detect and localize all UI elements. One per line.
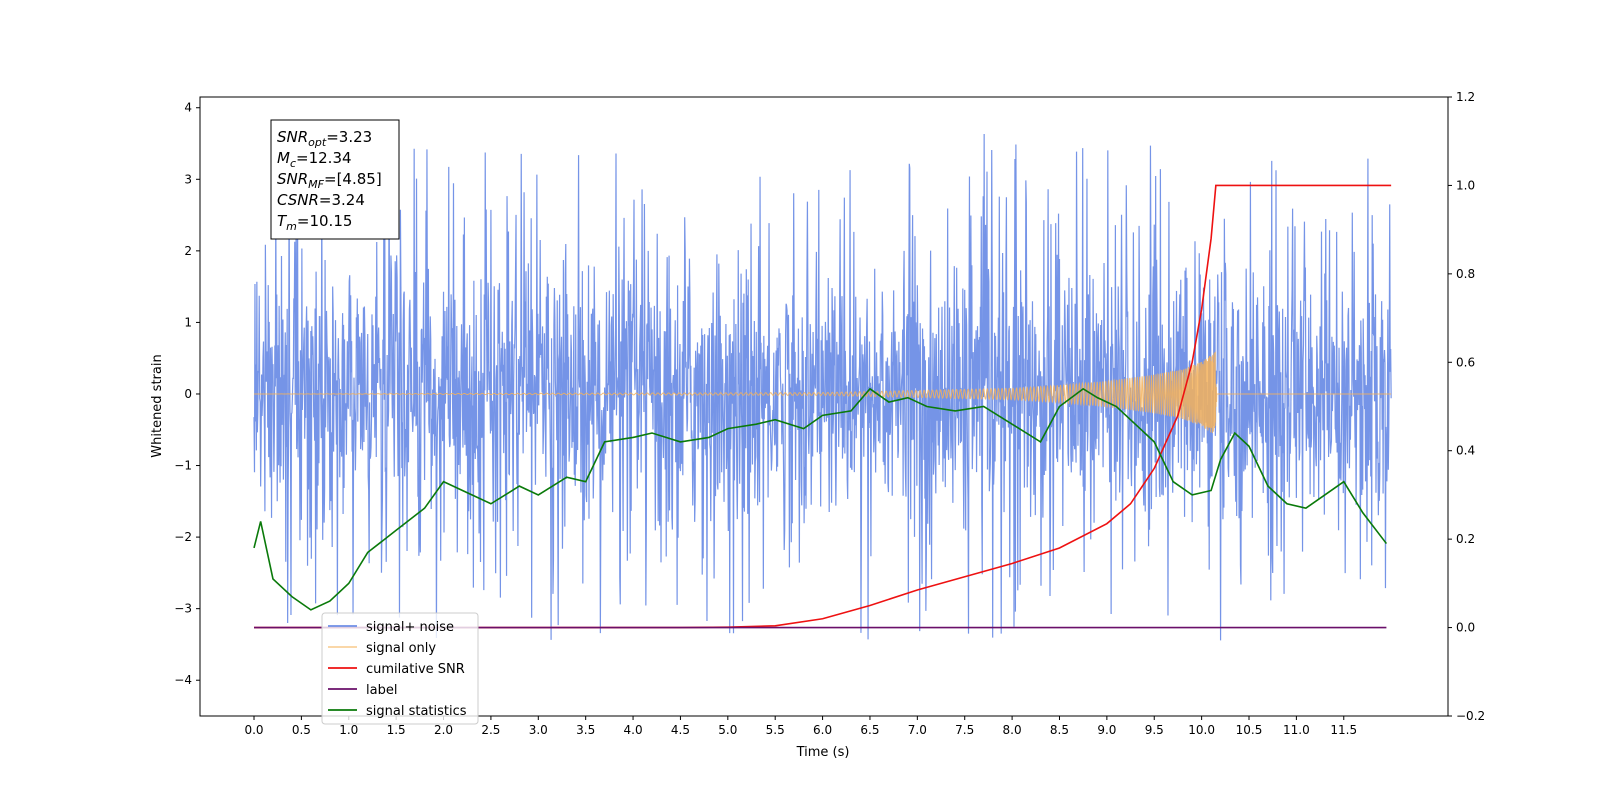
y2-tick-label: 0.8 — [1456, 267, 1475, 281]
series-signal-noise — [253, 133, 1392, 641]
y2-tick-label: −0.2 — [1456, 709, 1485, 723]
x-tick-label: 11.5 — [1330, 723, 1357, 737]
x-tick-label: 8.5 — [1050, 723, 1069, 737]
series-cumilative-snr — [254, 184, 1392, 629]
stats-annotation: SNRopt=3.23Mc=12.34SNRMF=[4.85]CSNR=3.24… — [270, 119, 400, 240]
stat-line: SNRopt=3.23 — [277, 128, 372, 149]
x-tick-label: 6.5 — [860, 723, 879, 737]
y2-tick-label: 0.2 — [1456, 532, 1475, 546]
legend-label: label — [366, 683, 397, 698]
y-tick-label: −3 — [174, 602, 192, 616]
y-tick-label: 0 — [184, 387, 192, 401]
y-tick-label: 1 — [184, 315, 192, 329]
legend: signal+ noise signal only cumilative SNR la… — [321, 612, 479, 725]
legend-box — [321, 612, 479, 725]
legend-label: signal statistics — [366, 704, 467, 719]
x-axis-ticks: 0.0 0.5 1.0 1.5 2.0 2.5 3.0 3.5 4.0 4.5 5.0 5.5 6.0 6… — [244, 716, 1357, 737]
plot-frame — [199, 96, 1449, 717]
stat-line: Mc=12.34 — [277, 149, 352, 170]
y2-tick-label: 0.4 — [1456, 444, 1475, 458]
x-tick-label: 5.0 — [718, 723, 737, 737]
x-tick-label: 10.0 — [1188, 723, 1215, 737]
x-tick-label: 5.5 — [766, 723, 785, 737]
y-tick-label: 2 — [184, 244, 192, 258]
x-tick-label: 2.5 — [481, 723, 500, 737]
y2-tick-label: 0.0 — [1456, 621, 1475, 635]
y-axis-ticks: −4 −3 −2 −1 0 1 2 3 4 — [174, 101, 200, 687]
legend-label: signal+ noise — [366, 620, 454, 635]
series-signal-statistics — [253, 387, 1388, 611]
y-tick-label: −1 — [174, 459, 192, 473]
line-signal-noise — [253, 133, 1392, 641]
x-tick-label: 0.5 — [292, 723, 311, 737]
y2-tick-label: 1.0 — [1456, 178, 1475, 192]
x-tick-label: 2.0 — [434, 723, 453, 737]
x-tick-label: 4.5 — [671, 723, 690, 737]
x-tick-label: 7.0 — [908, 723, 927, 737]
x-tick-label: 8.0 — [1003, 723, 1022, 737]
stat-line: SNRMF=[4.85] — [277, 170, 382, 191]
y-axis-label: Whitened strain — [150, 354, 165, 457]
x-tick-label: 6.0 — [813, 723, 832, 737]
x-tick-label: 0.0 — [244, 723, 263, 737]
x-tick-label: 7.5 — [955, 723, 974, 737]
x-tick-label: 9.0 — [1097, 723, 1116, 737]
y2-tick-label: 1.2 — [1456, 90, 1475, 104]
legend-label: cumilative SNR — [366, 662, 465, 677]
x-tick-label: 10.5 — [1236, 723, 1263, 737]
x-tick-label: 11.0 — [1283, 723, 1310, 737]
x-axis-label: Time (s) — [796, 745, 850, 760]
legend-label: signal only — [366, 641, 436, 656]
stat-line: CSNR=3.24 — [277, 191, 365, 209]
x-tick-label: 3.5 — [576, 723, 595, 737]
y2-tick-label: 0.6 — [1456, 355, 1475, 369]
line-signal-only — [254, 351, 1392, 433]
line-signal-statistics — [253, 387, 1388, 611]
y-tick-label: −4 — [174, 673, 192, 687]
y-tick-label: 4 — [184, 101, 192, 115]
x-tick-label: 9.5 — [1145, 723, 1164, 737]
stats-annotation-box — [270, 119, 400, 240]
line-cumilative-snr — [254, 184, 1392, 629]
x-tick-label: 1.5 — [387, 723, 406, 737]
y2-axis-ticks: −0.2 0.0 0.2 0.4 0.6 0.8 1.0 1.2 — [1448, 90, 1485, 723]
stat-line: Tm=10.15 — [277, 212, 352, 233]
x-tick-label: 3.0 — [529, 723, 548, 737]
y-tick-label: −2 — [174, 530, 192, 544]
x-tick-label: 4.0 — [624, 723, 643, 737]
y-tick-label: 3 — [184, 172, 192, 186]
series-signal-only — [254, 351, 1392, 433]
x-tick-label: 1.0 — [339, 723, 358, 737]
